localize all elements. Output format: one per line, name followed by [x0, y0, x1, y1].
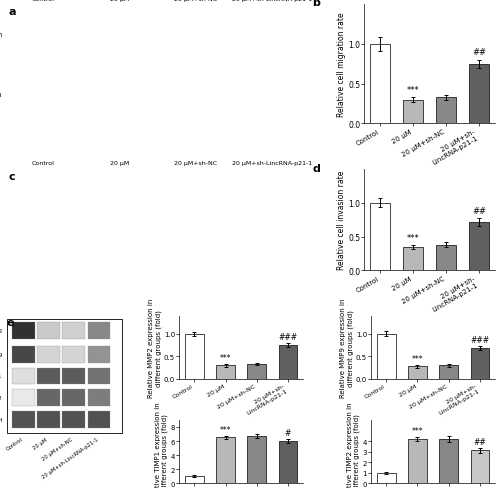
Bar: [404, 101, 423, 124]
Y-axis label: Relative TIMP2 expression in
different groups (fold): Relative TIMP2 expression in different g…: [347, 402, 360, 488]
Bar: [404, 247, 423, 271]
Text: ***: ***: [220, 353, 232, 363]
Text: ***: ***: [412, 426, 424, 435]
Bar: [370, 44, 390, 124]
Bar: [370, 203, 390, 271]
Text: a: a: [8, 7, 16, 17]
Bar: [185, 334, 204, 379]
Bar: [408, 366, 427, 379]
Text: 20 μM+sh-NC: 20 μM+sh-NC: [174, 0, 217, 2]
Bar: [88, 323, 110, 340]
Bar: [12, 368, 35, 385]
Bar: [38, 411, 60, 428]
Bar: [408, 439, 427, 483]
Bar: [248, 364, 266, 379]
Y-axis label: Relative cell migration rate: Relative cell migration rate: [337, 12, 346, 117]
Text: 24 h: 24 h: [0, 91, 2, 98]
Text: ##: ##: [472, 206, 486, 215]
Text: #: #: [285, 428, 291, 437]
Bar: [278, 441, 297, 483]
Bar: [470, 222, 489, 271]
Y-axis label: Relative TIMP1 expression in
different groups (fold): Relative TIMP1 expression in different g…: [155, 402, 168, 488]
Bar: [38, 346, 60, 363]
Y-axis label: Relative MMP9 expression in
different groups (fold): Relative MMP9 expression in different gr…: [340, 298, 353, 397]
Bar: [185, 476, 204, 483]
Bar: [62, 368, 86, 385]
Bar: [470, 64, 489, 124]
Text: ###: ###: [470, 335, 490, 345]
Bar: [12, 323, 35, 340]
Text: 20 μM: 20 μM: [110, 0, 129, 2]
Text: 20 μM+sh-NC: 20 μM+sh-NC: [42, 436, 74, 461]
Bar: [38, 389, 60, 407]
Text: ##: ##: [474, 438, 486, 447]
Text: Control: Control: [32, 161, 54, 165]
Text: d: d: [312, 163, 320, 173]
Bar: [440, 366, 458, 379]
Text: Control: Control: [5, 436, 24, 451]
Bar: [216, 438, 235, 483]
Bar: [88, 368, 110, 385]
Text: MMP2: MMP2: [0, 328, 2, 334]
Bar: [62, 411, 86, 428]
Text: 20 μM+sh-LincRNA-p21-1: 20 μM+sh-LincRNA-p21-1: [232, 161, 312, 165]
Text: TIMP1: TIMP1: [0, 374, 2, 379]
Text: ##: ##: [472, 48, 486, 57]
Text: TIMP2: TIMP2: [0, 395, 2, 401]
Text: 20 μM: 20 μM: [32, 436, 48, 450]
Bar: [377, 334, 396, 379]
Text: MMP9: MMP9: [0, 352, 2, 357]
Text: ***: ***: [407, 85, 420, 94]
Bar: [88, 389, 110, 407]
Bar: [88, 346, 110, 363]
Text: e: e: [6, 318, 14, 328]
Text: 20 μM+sh-LincRNA-p21-1: 20 μM+sh-LincRNA-p21-1: [41, 436, 99, 479]
Bar: [62, 323, 86, 340]
Text: 0 h: 0 h: [0, 32, 2, 38]
Bar: [248, 436, 266, 483]
Bar: [470, 450, 490, 483]
Text: 20 μM+sh-NC: 20 μM+sh-NC: [174, 161, 217, 165]
Bar: [436, 245, 456, 271]
Text: ***: ***: [407, 233, 420, 242]
Bar: [12, 346, 35, 363]
Bar: [436, 98, 456, 124]
Bar: [440, 439, 458, 483]
Bar: [12, 389, 35, 407]
Bar: [377, 472, 396, 483]
Bar: [62, 389, 86, 407]
Bar: [12, 411, 35, 428]
Bar: [62, 346, 86, 363]
Bar: [88, 411, 110, 428]
Y-axis label: Relative cell invasion rate: Relative cell invasion rate: [337, 170, 346, 270]
Bar: [470, 348, 490, 379]
Text: ***: ***: [412, 354, 424, 363]
Text: Control: Control: [32, 0, 54, 2]
Text: 20 μM+sh-LincRNA-p21-1: 20 μM+sh-LincRNA-p21-1: [232, 0, 312, 2]
FancyBboxPatch shape: [8, 320, 122, 433]
Bar: [216, 366, 235, 379]
Text: b: b: [312, 0, 320, 8]
Text: 20 μM: 20 μM: [110, 161, 129, 165]
Text: ***: ***: [220, 425, 232, 434]
Text: c: c: [8, 171, 14, 182]
Text: GAPDH: GAPDH: [0, 417, 2, 422]
Bar: [38, 323, 60, 340]
Y-axis label: Relative MMP2 expression in
different groups (fold): Relative MMP2 expression in different gr…: [148, 298, 162, 397]
Bar: [38, 368, 60, 385]
Bar: [278, 346, 297, 379]
Text: ###: ###: [278, 332, 297, 341]
